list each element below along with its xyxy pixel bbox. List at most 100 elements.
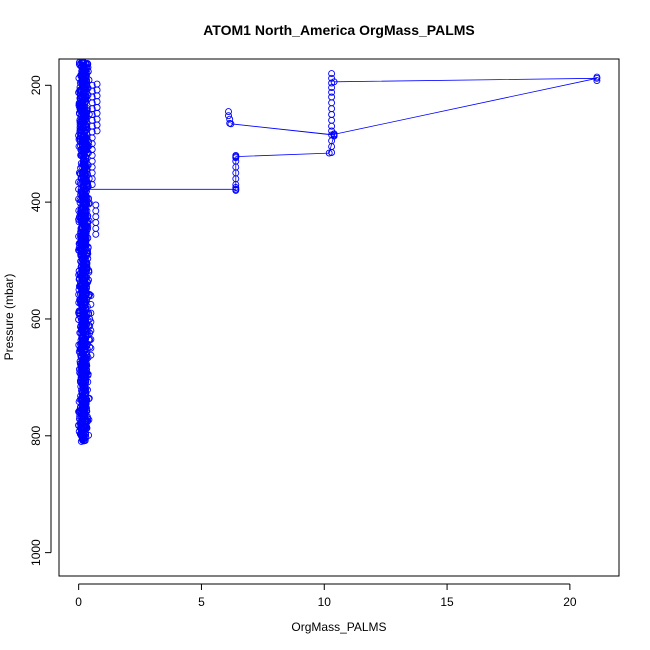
data-point: [79, 381, 86, 389]
x-tick-label: 5: [198, 595, 205, 609]
data-point: [226, 115, 234, 123]
data-point: [82, 342, 90, 350]
x-axis-label: OrgMass_PALMS: [291, 620, 386, 634]
data-point: [232, 185, 240, 193]
data-point: [328, 70, 336, 78]
data-point: [328, 116, 336, 124]
data-point: [79, 147, 87, 155]
data-point: [86, 336, 94, 344]
data-point: [79, 344, 87, 352]
data-point: [80, 63, 88, 71]
data-point: [81, 288, 89, 296]
data-point: [80, 82, 88, 90]
x-tick-label: 0: [75, 595, 82, 609]
data-point: [225, 112, 232, 120]
y-tick-label: 1000: [29, 539, 43, 566]
data-point: [77, 339, 85, 347]
data-point: [84, 413, 91, 421]
data-point: [88, 181, 96, 189]
data-point: [92, 230, 100, 238]
data-point: [92, 207, 100, 215]
data-point: [328, 88, 336, 96]
data-point: [79, 89, 87, 97]
data-point: [77, 410, 85, 418]
data-point: [81, 271, 89, 279]
data-point: [79, 78, 87, 85]
data-point: [80, 132, 88, 140]
data-point: [330, 131, 338, 139]
series-line-outliers: [78, 77, 597, 190]
y-tick-label: 400: [29, 192, 43, 212]
data-point: [593, 77, 601, 85]
data-point: [79, 218, 87, 226]
data-point: [87, 351, 95, 359]
data-point: [79, 233, 87, 240]
data-point: [78, 370, 86, 378]
data-point: [86, 322, 94, 330]
data-point: [77, 185, 85, 193]
data-point: [83, 369, 91, 377]
data-point: [86, 315, 94, 323]
data-point: [88, 157, 96, 165]
data-point: [79, 303, 87, 311]
y-tick-label: 200: [29, 75, 43, 95]
data-point: [79, 400, 87, 408]
data-point: [86, 343, 94, 351]
data-point: [79, 214, 87, 222]
data-point: [80, 59, 88, 66]
data-point: [77, 103, 85, 111]
data-point: [78, 101, 86, 109]
data-point: [75, 282, 83, 290]
data-point: [76, 133, 84, 141]
chart-title: ATOM1 North_America OrgMass_PALMS: [203, 22, 475, 38]
data-point: [82, 222, 89, 230]
data-point: [79, 237, 87, 245]
data-point: [325, 149, 333, 157]
data-point: [328, 122, 336, 130]
data-point: [75, 409, 83, 416]
data-point: [80, 309, 88, 317]
data-point: [76, 118, 84, 126]
data-point: [79, 318, 87, 326]
data-point: [87, 344, 95, 352]
data-point: [82, 71, 90, 79]
data-point: [80, 174, 88, 182]
data-point: [83, 252, 91, 260]
data-point: [330, 78, 338, 86]
y-tick-label: 800: [29, 425, 43, 445]
data-point: [593, 74, 601, 82]
data-point: [227, 120, 235, 128]
data-point: [92, 213, 100, 221]
data-point: [79, 110, 87, 118]
data-point: [87, 300, 95, 308]
x-tick-label: 10: [318, 595, 332, 609]
data-point: [85, 200, 93, 208]
data-point: [77, 164, 85, 172]
data-point: [80, 241, 87, 249]
data-point: [92, 201, 100, 209]
data-point: [92, 224, 100, 232]
data-point: [83, 123, 91, 131]
data-point: [77, 174, 85, 182]
data-point: [81, 109, 89, 117]
data-point: [80, 376, 87, 384]
data-point: [328, 84, 336, 92]
plot-area: [75, 59, 601, 445]
data-point: [86, 329, 94, 337]
data-point: [85, 175, 93, 183]
y-axis: 200 400 600 800 1000: [29, 75, 52, 566]
data-point: [92, 219, 100, 227]
data-point: [82, 95, 89, 103]
data-point: [80, 253, 88, 260]
data-point: [75, 398, 83, 406]
data-point: [77, 205, 85, 213]
data-point: [76, 357, 84, 365]
data-point: [77, 125, 85, 133]
data-point: [78, 70, 86, 78]
data-point: [80, 399, 88, 407]
data-point: [79, 273, 87, 281]
y-axis-label: Pressure (mbar): [2, 274, 16, 361]
data-point: [80, 296, 88, 304]
data-point: [328, 131, 336, 139]
